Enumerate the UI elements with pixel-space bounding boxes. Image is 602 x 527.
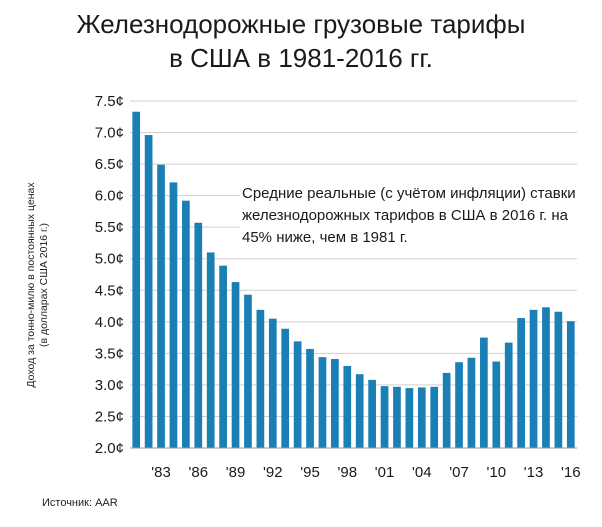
bar [467, 357, 476, 448]
bar [194, 222, 203, 448]
x-tick-label: '89 [226, 464, 246, 481]
bar [529, 309, 538, 448]
x-tick-label: '13 [524, 464, 544, 481]
bar [306, 348, 314, 448]
x-tick-label: '86 [189, 464, 209, 481]
x-tick-label: '98 [338, 464, 358, 481]
bar [318, 357, 327, 448]
bar [492, 361, 501, 448]
bar [405, 388, 414, 448]
y-tick-label: 2.0¢ [95, 440, 124, 457]
bar [355, 374, 364, 448]
bar [206, 252, 215, 448]
bar [393, 386, 401, 448]
x-tick-label: '01 [375, 464, 395, 481]
x-tick-label: '16 [561, 464, 581, 481]
y-tick-label: 4.0¢ [95, 314, 124, 331]
source-note: Источник: AAR [42, 497, 118, 509]
x-tick-label: '92 [263, 464, 283, 481]
y-tick-label: 3.5¢ [95, 345, 124, 362]
bar [566, 321, 575, 448]
bar [554, 311, 563, 448]
y-axis-label-line-1: Доход за тонно-милю в постоянных ценах [25, 182, 37, 388]
bar [504, 342, 513, 448]
bar [442, 372, 451, 448]
bar [455, 362, 463, 448]
bar [144, 135, 153, 448]
bar [293, 341, 302, 448]
x-tick-label: '95 [300, 464, 320, 481]
bar [380, 386, 389, 448]
y-tick-label: 3.0¢ [95, 377, 124, 394]
y-axis-label-line-2: (в долларах США 2016 г.) [38, 222, 50, 348]
chart-title-line-2: в США в 1981-2016 гг. [169, 43, 433, 73]
y-tick-label: 7.5¢ [95, 93, 124, 110]
x-tick-label: '04 [412, 464, 432, 481]
y-tick-label: 6.0¢ [95, 188, 124, 205]
bar [281, 328, 290, 448]
x-tick-label: '07 [449, 464, 469, 481]
y-tick-label: 5.5¢ [95, 219, 124, 236]
bar [256, 309, 265, 448]
y-tick-label: 5.0¢ [95, 251, 124, 268]
bar [169, 182, 178, 448]
y-tick-label: 2.5¢ [95, 408, 124, 425]
bar [480, 337, 488, 448]
bar [417, 387, 426, 448]
bar [517, 318, 525, 448]
bar [182, 200, 190, 448]
y-tick-label: 4.5¢ [95, 282, 124, 299]
chart-title-line-1: Железнодорожные грузовые тарифы [76, 9, 526, 39]
bar [542, 307, 550, 448]
bar [132, 111, 141, 448]
bar [343, 365, 352, 448]
x-tick-label: '83 [151, 464, 171, 481]
y-tick-label: 6.5¢ [95, 156, 124, 173]
bar [231, 282, 240, 448]
annotation-text: Средние реальные (с учётом инфляции) ста… [240, 181, 584, 251]
bar [244, 294, 252, 448]
bar [157, 164, 165, 449]
bar [268, 318, 277, 448]
bar [219, 265, 227, 448]
bar [430, 386, 439, 448]
bar [331, 359, 339, 448]
y-tick-label: 7.0¢ [95, 125, 124, 142]
x-tick-label: '10 [487, 464, 507, 481]
bar [368, 379, 376, 448]
